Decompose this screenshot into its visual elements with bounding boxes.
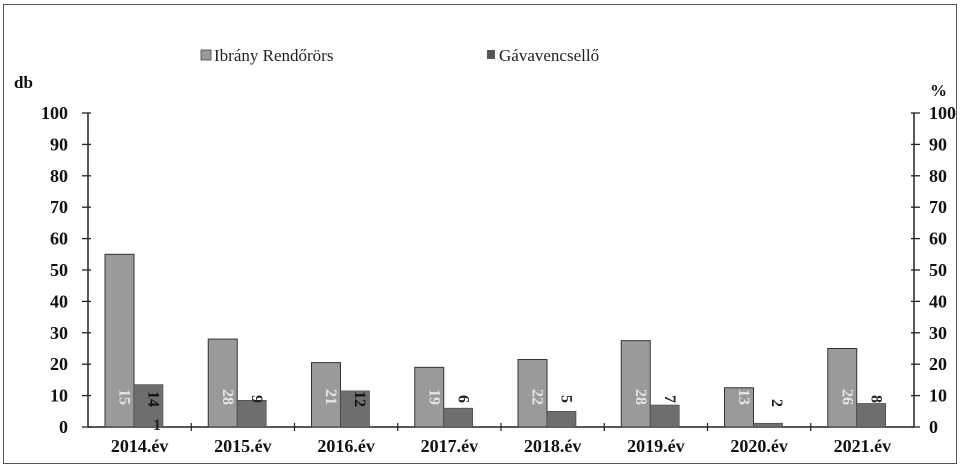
right-tick-label-30: 30: [929, 323, 947, 343]
data-label-series2-3: 6: [454, 395, 471, 403]
bar-series2-7: [856, 403, 887, 428]
bar-series2-5: [649, 404, 680, 428]
bar-series2-0: [133, 384, 164, 428]
right-tick-label-70: 70: [929, 197, 947, 217]
left-tick-label-30: 30: [50, 323, 68, 343]
right-tick-label-40: 40: [929, 291, 947, 311]
left-tick-label-70: 70: [50, 197, 68, 217]
bar-series1-4: [517, 358, 548, 428]
legend-swatch-series-1: [200, 49, 212, 61]
data-label-series2-2: 12: [351, 391, 368, 407]
bar-series1-7: [827, 348, 858, 428]
data-label-series1-2: 21: [322, 389, 339, 405]
right-tick-label-10: 10: [929, 386, 947, 406]
category-label-6: 2020.év: [730, 436, 788, 456]
right-axis-unit: %: [930, 81, 947, 100]
left-tick-label-90: 90: [50, 134, 68, 154]
data-label-series1-6: 13: [735, 389, 752, 405]
data-label-series1-3: 19: [425, 389, 442, 405]
data-label-series1-5: 28: [632, 389, 649, 405]
bar-series2-6: [753, 422, 783, 428]
bar-series2-1: [236, 400, 267, 428]
data-label-series2-1: 9: [248, 395, 265, 403]
left-tick-label-10: 10: [50, 386, 68, 406]
data-label-series1-7: 26: [838, 389, 855, 405]
right-tick-label-60: 60: [929, 229, 947, 249]
data-label-series2-4: 5: [558, 395, 575, 403]
left-tick-label-80: 80: [50, 166, 68, 186]
chart-frame: Ibrány Rendőrörs Gávavencsellő db % 0 10 2…: [3, 4, 957, 464]
category-label-2: 2016.év: [317, 436, 375, 456]
left-axis-unit: db: [14, 73, 33, 92]
category-label-5: 2019.év: [627, 436, 685, 456]
bar-series2-2: [340, 390, 370, 428]
data-label-series1-1: 28: [219, 389, 236, 405]
right-tick-label-100: 100: [929, 103, 956, 123]
right-tick-label-50: 50: [929, 260, 947, 280]
bar-series1-1: [207, 338, 238, 428]
data-label-series2-0: 14: [145, 391, 162, 407]
left-tick-label-50: 50: [50, 260, 68, 280]
bar-series1-6: [724, 387, 754, 428]
right-tick-label-80: 80: [929, 166, 947, 186]
left-tick-label-20: 20: [50, 354, 68, 374]
left-tick-label-0: 0: [59, 417, 68, 437]
bar-series2-3: [443, 407, 474, 428]
right-tick-label-0: 0: [929, 417, 938, 437]
bar-series1-0: [104, 253, 135, 428]
left-axis-ticks: 0 10 20 30 40 50 60 70 80 90 100: [41, 103, 91, 437]
category-label-1: 2015.év: [214, 436, 272, 456]
category-label-4: 2018.év: [524, 436, 582, 456]
category-label-0: 2014.év: [111, 436, 169, 456]
left-tick-label-60: 60: [50, 229, 68, 249]
bar-series2-4: [546, 410, 577, 428]
bar-series1-3: [414, 366, 445, 428]
right-axis-ticks: 0 10 20 30 40 50 60 70 80 90 100: [911, 103, 956, 437]
data-label-series2-7: 8: [867, 395, 884, 403]
bars-group: 15 14 28 9 21 12 19 6 22 5 28 7 13 2 26 8: [104, 253, 887, 431]
right-tick-label-20: 20: [929, 354, 947, 374]
left-tick-label-100: 100: [41, 103, 68, 123]
annotation-label: 1: [153, 417, 161, 434]
data-label-series1-0: 15: [116, 389, 133, 405]
category-label-3: 2017.év: [421, 436, 479, 456]
legend-label-series-2: Gávavencsellő: [499, 46, 599, 65]
category-labels: 2014.év 2015.év 2016.év 2017.év 2018.év 2019.…: [111, 436, 891, 456]
bar-chart: Ibrány Rendőrörs Gávavencsellő db % 0102…: [14, 46, 956, 456]
data-label-series1-4: 22: [529, 389, 546, 405]
data-label-series2-5: 7: [661, 395, 678, 403]
category-label-7: 2021.év: [834, 436, 892, 456]
legend-label-series-1: Ibrány Rendőrörs: [214, 46, 333, 65]
legend-swatch-series-2: [487, 50, 495, 59]
left-tick-label-40: 40: [50, 291, 68, 311]
bar-series1-2: [311, 362, 341, 428]
legend: Ibrány Rendőrörs Gávavencsellő: [200, 46, 599, 65]
data-label-series2-6: 2: [768, 399, 785, 407]
bar-series1-5: [620, 340, 651, 428]
right-tick-label-90: 90: [929, 134, 947, 154]
